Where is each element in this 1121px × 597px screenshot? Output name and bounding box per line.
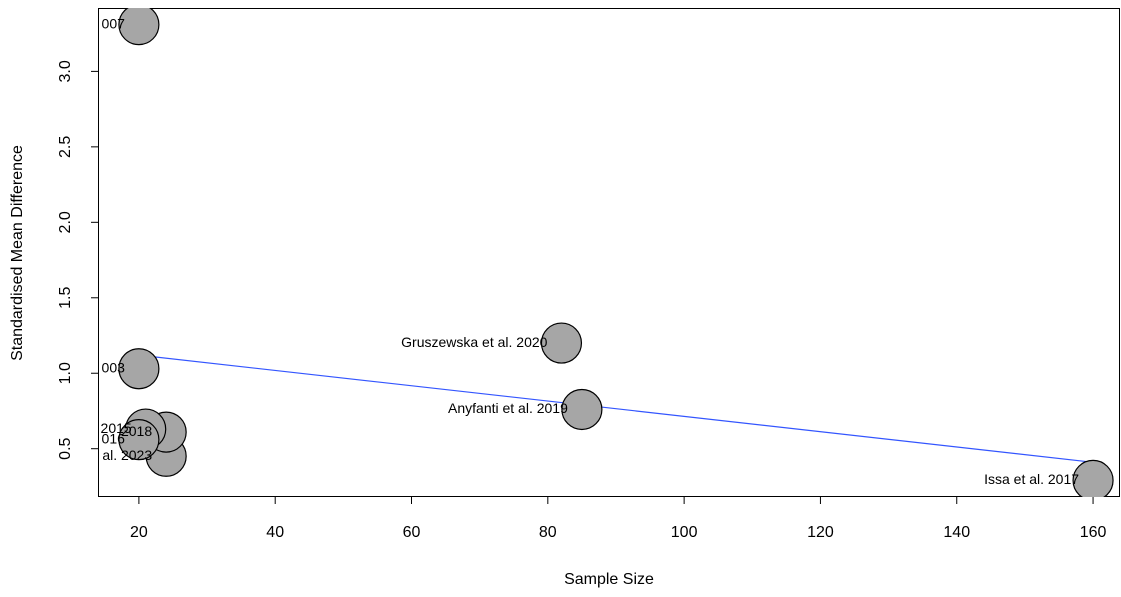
plot-frame <box>98 8 1120 497</box>
x-tick-label: 160 <box>1080 524 1107 541</box>
x-tick-label: 60 <box>403 524 421 541</box>
point-label: 2018 <box>121 423 152 439</box>
x-tick-label: 100 <box>671 524 698 541</box>
x-tick-label: 140 <box>943 524 970 541</box>
bubble <box>118 348 160 390</box>
y-tick-label: 2.0 <box>57 211 74 233</box>
bubble <box>540 322 583 364</box>
y-tick-label: 0.5 <box>57 437 74 459</box>
x-tick-label: 80 <box>539 524 557 541</box>
bubble <box>1072 459 1114 497</box>
point-label: 007 <box>102 15 126 31</box>
x-tick-label: 20 <box>130 524 148 541</box>
y-tick-label: 2.5 <box>57 136 74 158</box>
plot-area: 007 003 Gruszewska et al. 2020 Anyfanti et … <box>101 8 1114 497</box>
point-label: Issa et al. 2017 <box>984 471 1079 487</box>
y-tick-label: 1.0 <box>57 362 74 384</box>
fit-line <box>138 354 1094 463</box>
x-tick-label: 120 <box>807 524 834 541</box>
bubble <box>561 388 603 431</box>
point-label: al. 2023 <box>102 447 152 463</box>
point-label: Anyfanti et al. 2019 <box>448 400 568 416</box>
y-axis-label: Standardised Mean Difference <box>9 145 26 361</box>
point-label: 2015 <box>101 420 132 436</box>
point-label: Gruszewska et al. 2020 <box>401 334 548 350</box>
point-label: 016 <box>102 430 126 446</box>
y-tick-label: 1.5 <box>57 287 74 309</box>
x-tick-label: 40 <box>266 524 284 541</box>
x-axis-label: Sample Size <box>564 571 654 588</box>
point-label: 003 <box>102 359 126 375</box>
bubble <box>118 8 160 46</box>
bubble <box>118 419 160 461</box>
y-tick-label: 3.0 <box>57 60 74 82</box>
